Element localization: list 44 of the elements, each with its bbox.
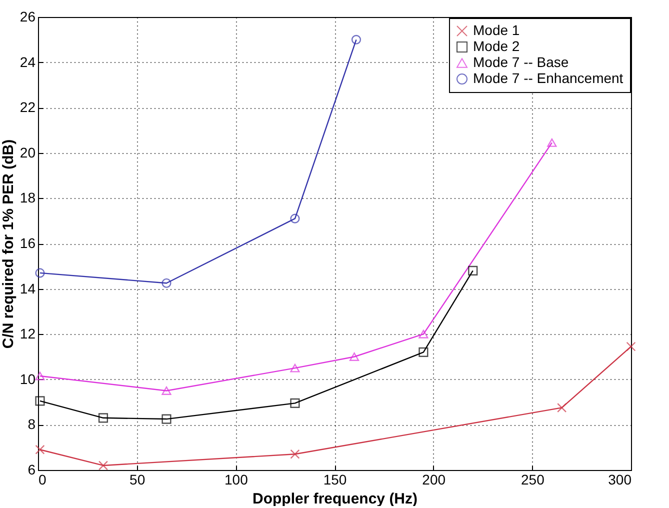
y-tick-label: 22 bbox=[20, 99, 36, 116]
point bbox=[557, 402, 567, 412]
point bbox=[290, 364, 300, 372]
legend-label: Mode 1 bbox=[473, 22, 520, 38]
y-tick-label: 14 bbox=[20, 280, 36, 296]
legend-label: Mode 7 -- Base bbox=[473, 54, 569, 70]
point bbox=[162, 278, 172, 288]
point bbox=[290, 398, 300, 408]
point bbox=[626, 342, 636, 352]
point bbox=[349, 352, 360, 361]
point bbox=[98, 413, 108, 423]
y-tick-label: 24 bbox=[20, 54, 36, 70]
point bbox=[418, 347, 428, 358]
y-tick-label: 18 bbox=[20, 190, 36, 206]
y-tick-label: 8 bbox=[28, 416, 36, 432]
point bbox=[35, 268, 45, 278]
point bbox=[162, 414, 172, 424]
y-tick-label: 26 bbox=[20, 8, 36, 24]
point bbox=[351, 34, 362, 44]
point bbox=[290, 214, 300, 224]
x-tick-label: 150 bbox=[323, 472, 347, 488]
point bbox=[35, 372, 45, 380]
point bbox=[35, 444, 45, 454]
point bbox=[468, 266, 478, 276]
point bbox=[98, 460, 108, 470]
x-tick-label: 200 bbox=[422, 472, 446, 488]
legend-label: Mode 7 -- Enhancement bbox=[473, 70, 624, 86]
x-tick-label: 300 bbox=[608, 472, 632, 488]
point bbox=[418, 330, 428, 338]
point bbox=[162, 386, 172, 395]
legend-label: Mode 2 bbox=[473, 38, 520, 54]
point bbox=[547, 138, 557, 147]
x-tick-label: 0 bbox=[38, 472, 46, 488]
y-tick-label: 6 bbox=[28, 462, 36, 478]
point bbox=[290, 449, 300, 459]
y-tick-label: 10 bbox=[20, 370, 36, 387]
x-tick-label: 50 bbox=[130, 472, 146, 488]
point bbox=[35, 396, 45, 406]
x-tick-label: 100 bbox=[224, 472, 248, 488]
y-tick-label: 12 bbox=[20, 326, 36, 342]
y-axis-title: C/N required for 1% PER (dB) bbox=[0, 139, 17, 349]
y-tick-label: 20 bbox=[20, 144, 36, 160]
x-tick-label: 250 bbox=[520, 472, 545, 488]
y-tick-label: 16 bbox=[20, 235, 36, 251]
